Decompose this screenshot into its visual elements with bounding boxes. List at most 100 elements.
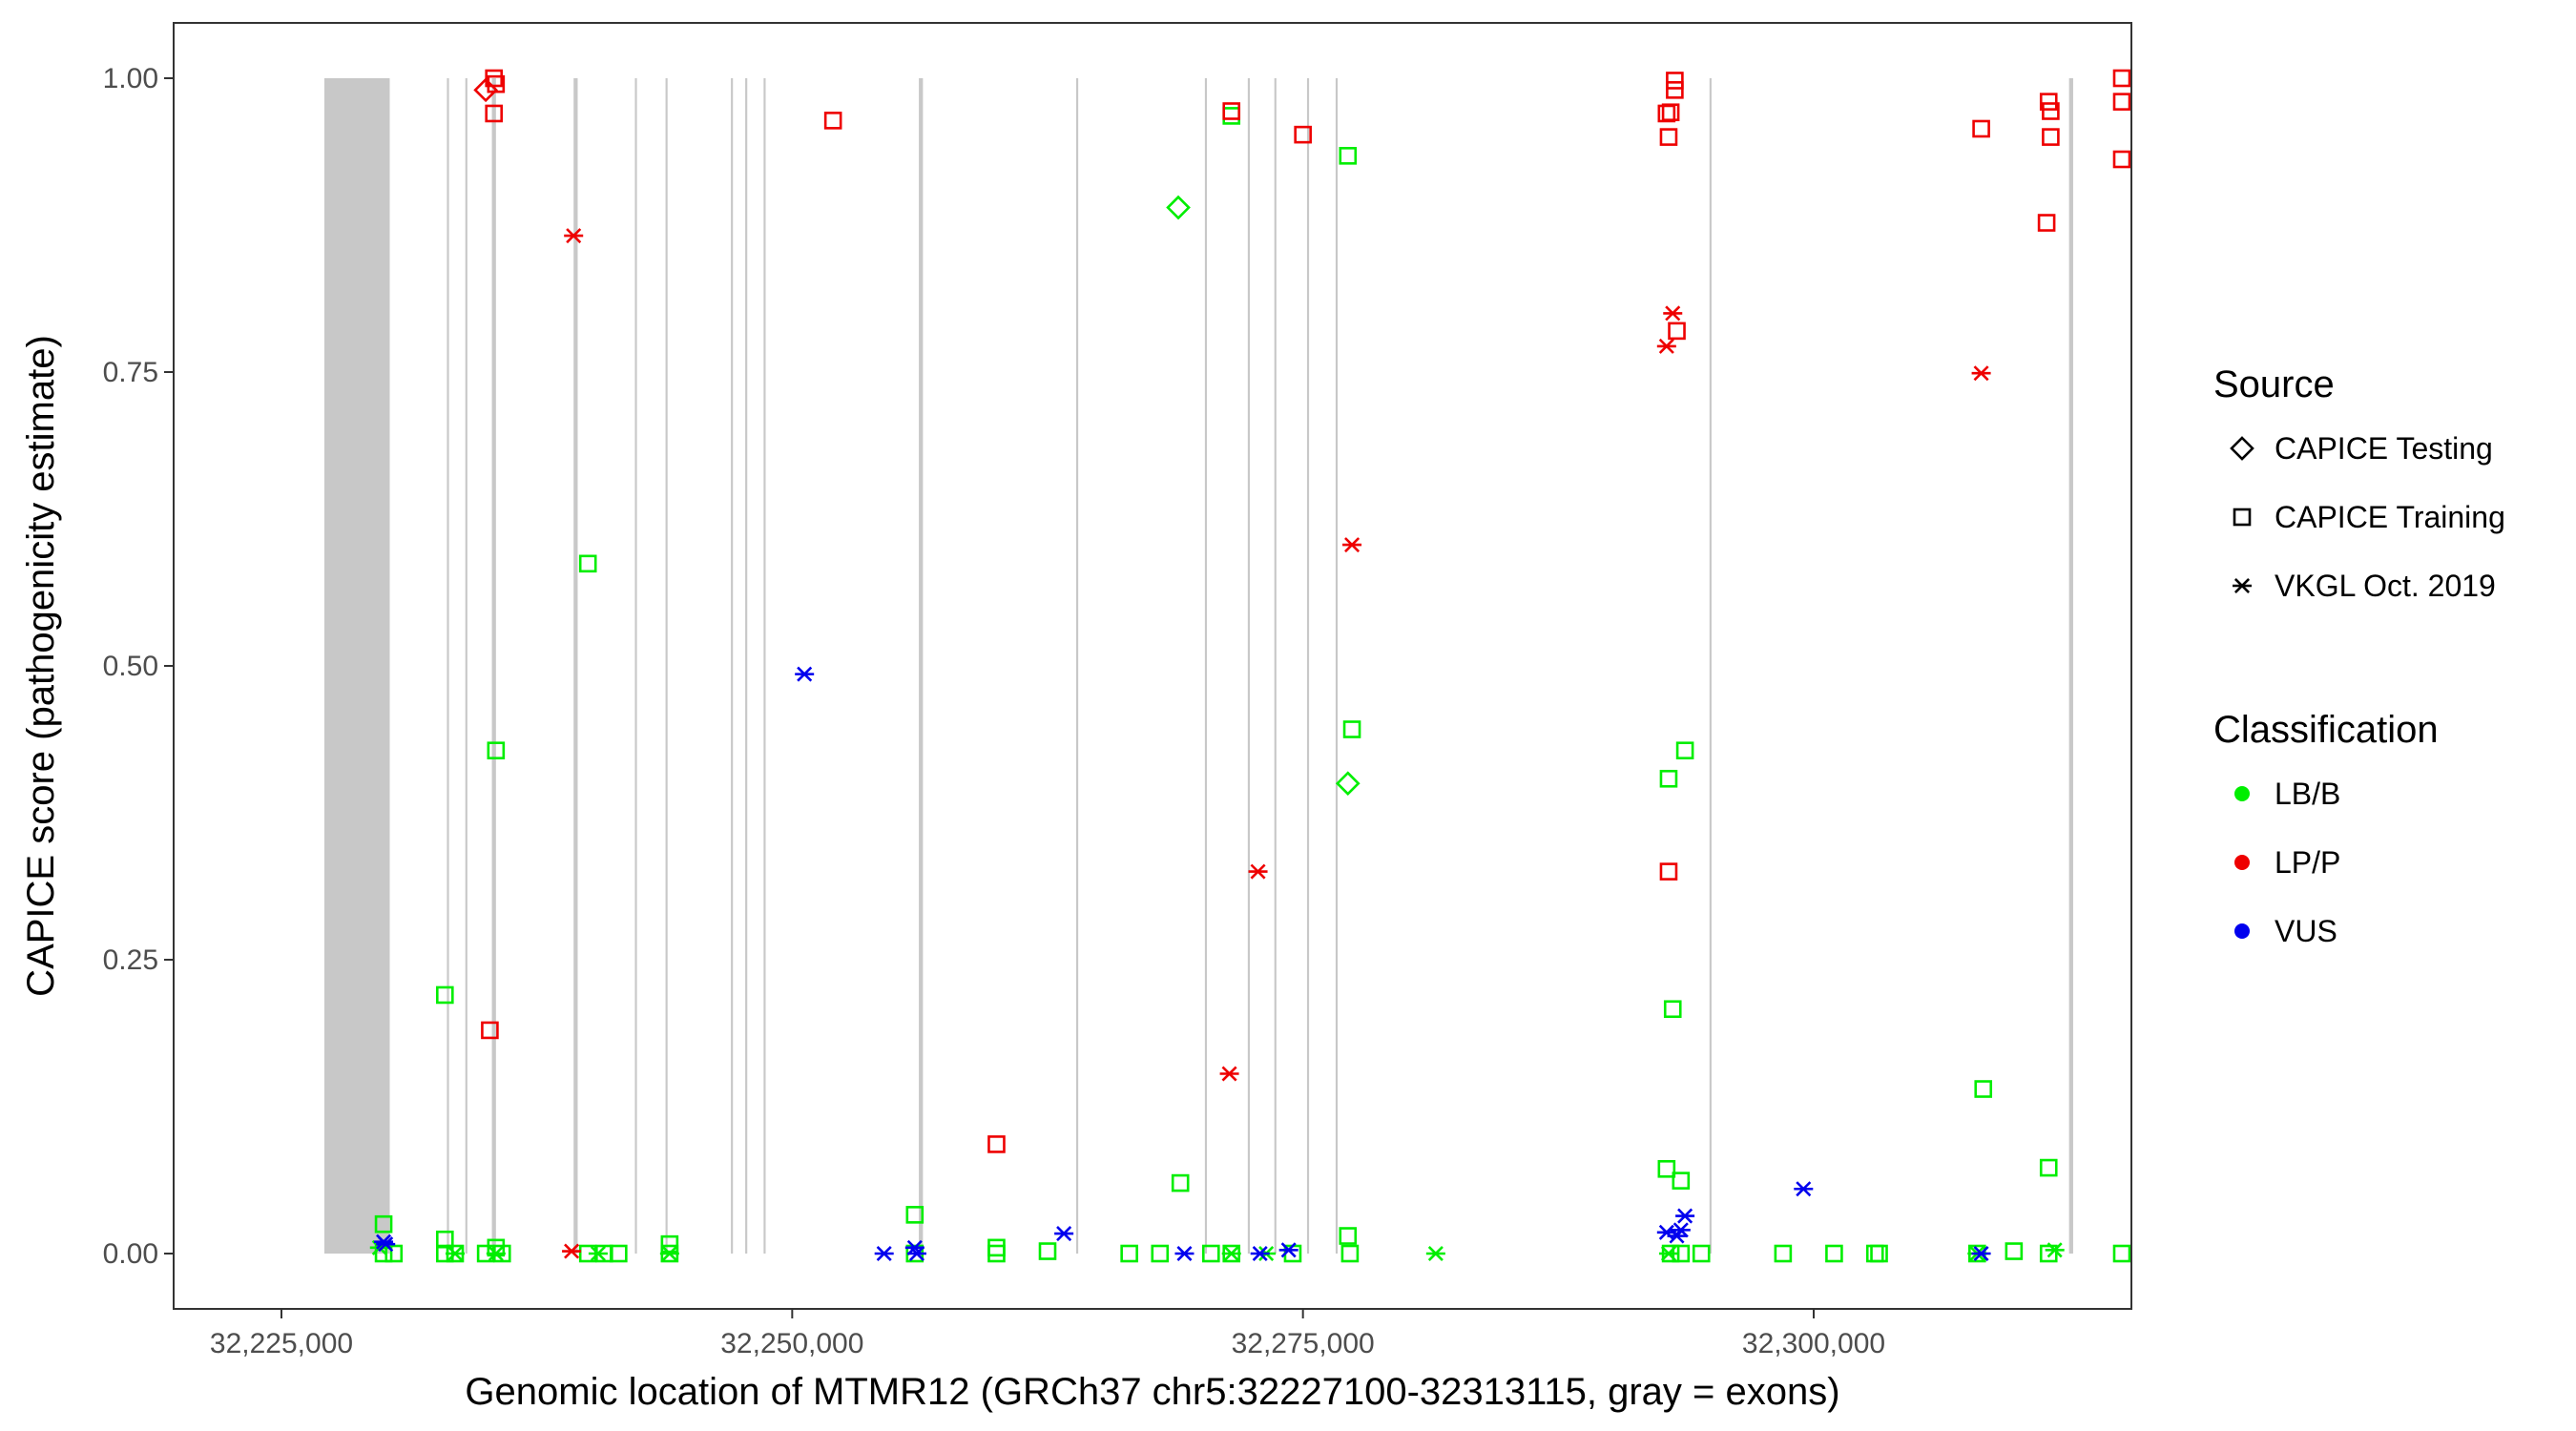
point-vkgl-vus-8 [1250, 1245, 1270, 1262]
point-training-lpp-18 [2042, 128, 2060, 146]
point-training-lbb-44 [1870, 1244, 1888, 1263]
exon-band-10 [919, 78, 924, 1254]
point-training-lpp-14 [1659, 862, 1678, 881]
point-testing-lpp-0 [473, 77, 498, 103]
point-training-lbb-8 [487, 1238, 506, 1257]
exon-band-7 [731, 78, 734, 1254]
point-training-lpp-6 [1222, 102, 1241, 120]
point-training-lpp-17 [2042, 102, 2060, 120]
point-vkgl-vus-1 [376, 1236, 396, 1253]
point-vkgl-lbb-2 [486, 1245, 506, 1262]
point-training-lbb-36 [1672, 1172, 1691, 1190]
point-training-lbb-47 [2005, 1242, 2024, 1260]
point-vkgl-vus-5 [906, 1245, 926, 1262]
point-training-lbb-7 [487, 741, 506, 760]
exon-band-12 [1204, 78, 1208, 1254]
point-vkgl-lpp-7 [1971, 365, 1991, 382]
point-training-lbb-24 [1171, 1173, 1190, 1192]
point-testing-lbb-0 [1166, 195, 1191, 220]
point-vkgl-lpp-1 [562, 1243, 582, 1259]
exon-band-2 [465, 78, 467, 1254]
legend-classification-label-vus: VUS [2275, 914, 2337, 948]
point-training-lpp-13 [1668, 321, 1686, 341]
legend-source-key-testing [2230, 436, 2254, 461]
legend-classification-key-vus [2234, 923, 2250, 939]
point-vkgl-lpp-3 [1248, 863, 1268, 880]
point-training-lpp-7 [1294, 125, 1312, 144]
point-vkgl-lbb-8 [1658, 1245, 1678, 1262]
point-vkgl-lpp-4 [1342, 537, 1362, 553]
x-axis-title: Genomic location of MTMR12 (GRCh37 chr5:… [465, 1371, 1839, 1413]
exon-band-6 [665, 78, 668, 1254]
legend-classification-title: Classification [2213, 709, 2439, 751]
x-tick-label-3: 32,300,000 [1742, 1328, 1885, 1359]
point-vkgl-lpp-5 [1656, 338, 1676, 354]
point-training-lbb-50 [2112, 1244, 2131, 1263]
exon-band-14 [1274, 78, 1277, 1254]
point-vkgl-lbb-5 [1221, 1245, 1241, 1262]
x-tick-label-1: 32,250,000 [720, 1328, 863, 1359]
point-vkgl-vus-15 [1971, 1245, 1991, 1262]
point-testing-lbb-1 [1335, 771, 1361, 797]
point-training-lbb-11 [578, 554, 597, 573]
point-training-lpp-0 [485, 69, 503, 88]
point-training-lpp-3 [481, 1021, 499, 1040]
point-training-lbb-33 [1657, 1159, 1676, 1178]
exon-band-1 [447, 78, 449, 1254]
point-training-lbb-15 [660, 1234, 679, 1254]
exon-band-18 [2068, 78, 2073, 1254]
point-vkgl-lbb-7 [1425, 1245, 1445, 1262]
exon-band-15 [1306, 78, 1310, 1254]
point-training-lpp-9 [1661, 103, 1680, 122]
point-vkgl-lpp-0 [564, 228, 584, 244]
exon-band-3 [491, 78, 496, 1254]
legend-source-key-training [2233, 508, 2252, 527]
point-training-lbb-34 [1659, 769, 1678, 788]
point-vkgl-vus-6 [1054, 1226, 1074, 1242]
point-training-lbb-14 [610, 1244, 628, 1263]
point-training-lbb-32 [1340, 1244, 1360, 1263]
exon-band-4 [573, 78, 578, 1254]
point-vkgl-vus-13 [1671, 1222, 1691, 1238]
legend-source-label-vkgl: VKGL Oct. 2019 [2275, 569, 2496, 603]
point-training-lbb-29 [1339, 147, 1358, 165]
point-training-lbb-42 [1825, 1244, 1843, 1263]
point-training-lpp-16 [2039, 93, 2058, 111]
point-training-lbb-46 [1974, 1080, 1993, 1098]
point-vkgl-lbb-4 [659, 1245, 679, 1262]
y-tick-label-2: 0.50 [103, 651, 158, 682]
exon-band-0 [323, 78, 390, 1254]
point-training-lpp-22 [2112, 150, 2131, 169]
point-training-lbb-41 [1774, 1244, 1793, 1263]
legend: Source Classification CAPICE Testing CAPI… [2213, 363, 2505, 948]
point-vkgl-vus-12 [1675, 1208, 1695, 1224]
y-tick-label-1: 0.25 [103, 944, 158, 976]
point-training-lpp-21 [2112, 93, 2131, 111]
y-tick-label-3: 0.75 [103, 357, 158, 388]
legend-source-label-testing: CAPICE Testing [2275, 431, 2493, 466]
point-training-lbb-35 [1663, 1000, 1682, 1019]
point-training-lbb-17 [905, 1206, 924, 1224]
point-training-lbb-40 [1692, 1244, 1711, 1263]
y-tick-label-4: 1.00 [103, 63, 158, 94]
point-training-lbb-43 [1865, 1244, 1884, 1263]
point-training-lbb-48 [2039, 1158, 2058, 1177]
point-training-lbb-21 [1038, 1242, 1057, 1260]
x-tick-label-2: 32,275,000 [1232, 1328, 1375, 1359]
point-training-lpp-11 [1666, 72, 1684, 90]
point-vkgl-lbb-3 [588, 1245, 608, 1262]
point-vkgl-vus-3 [874, 1245, 894, 1262]
point-training-lbb-22 [1120, 1244, 1138, 1263]
legend-classification-key-lpp [2234, 855, 2250, 870]
exon-band-8 [745, 78, 748, 1254]
legend-classification-key-lbb [2234, 786, 2250, 801]
point-training-lbb-37 [1675, 741, 1694, 760]
axes: 0.00 0.25 0.50 0.75 1.00 32,225,000 32,250,000… [103, 63, 1885, 1359]
exon-bands [323, 78, 2073, 1254]
point-training-lbb-20 [987, 1244, 1006, 1263]
point-training-lpp-10 [1659, 128, 1678, 146]
point-training-lpp-2 [485, 104, 503, 123]
point-vkgl-lbb-1 [446, 1245, 466, 1262]
point-training-lbb-26 [1222, 107, 1241, 125]
